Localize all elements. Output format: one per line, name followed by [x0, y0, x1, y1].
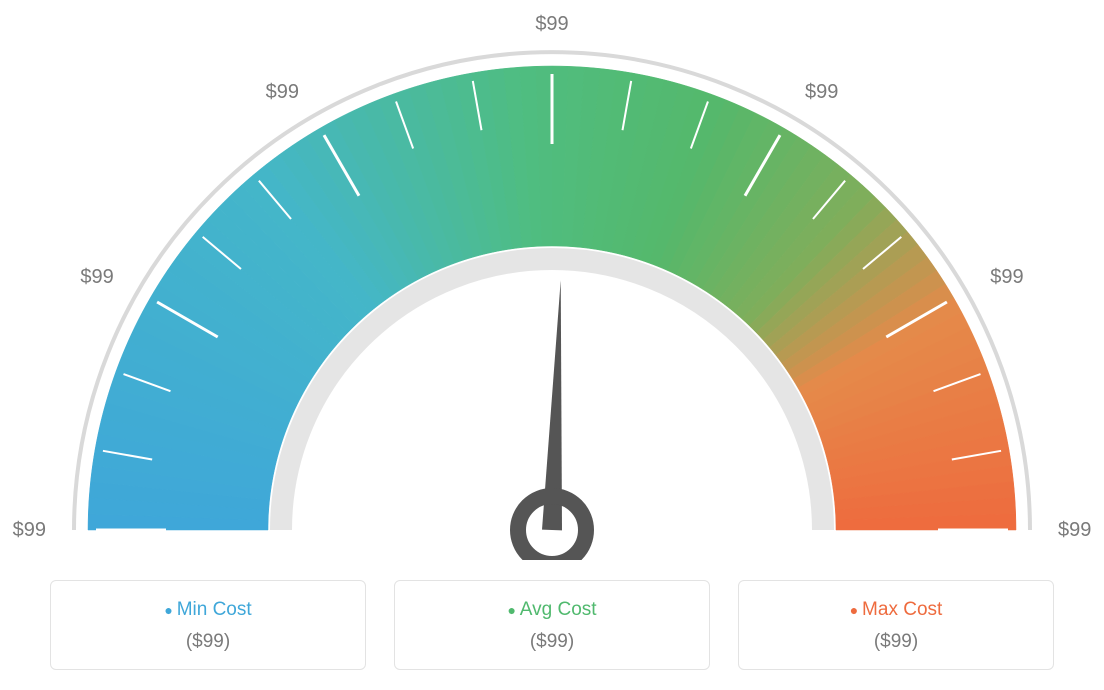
gauge-svg: $99 $99 $99 $99 $99 $99 $99	[0, 0, 1104, 560]
gauge-container: $99 $99 $99 $99 $99 $99 $99	[0, 0, 1104, 560]
gauge-tick-label: $99	[266, 81, 299, 103]
legend-row: Min Cost ($99) Avg Cost ($99) Max Cost (…	[0, 580, 1104, 670]
legend-title-min: Min Cost	[61, 599, 355, 621]
legend-card-min: Min Cost ($99)	[50, 580, 366, 670]
legend-value-max: ($99)	[749, 631, 1043, 653]
gauge-tick-label: $99	[805, 81, 838, 103]
legend-title-avg: Avg Cost	[405, 599, 699, 621]
gauge-tick-label: $99	[80, 266, 113, 288]
gauge-tick-label: $99	[990, 266, 1023, 288]
legend-title-max: Max Cost	[749, 599, 1043, 621]
gauge-tick-label: $99	[1058, 519, 1091, 541]
gauge-tick-label: $99	[535, 13, 568, 35]
gauge-tick-label: $99	[13, 519, 46, 541]
legend-card-max: Max Cost ($99)	[738, 580, 1054, 670]
legend-card-avg: Avg Cost ($99)	[394, 580, 710, 670]
legend-value-min: ($99)	[61, 631, 355, 653]
legend-value-avg: ($99)	[405, 631, 699, 653]
